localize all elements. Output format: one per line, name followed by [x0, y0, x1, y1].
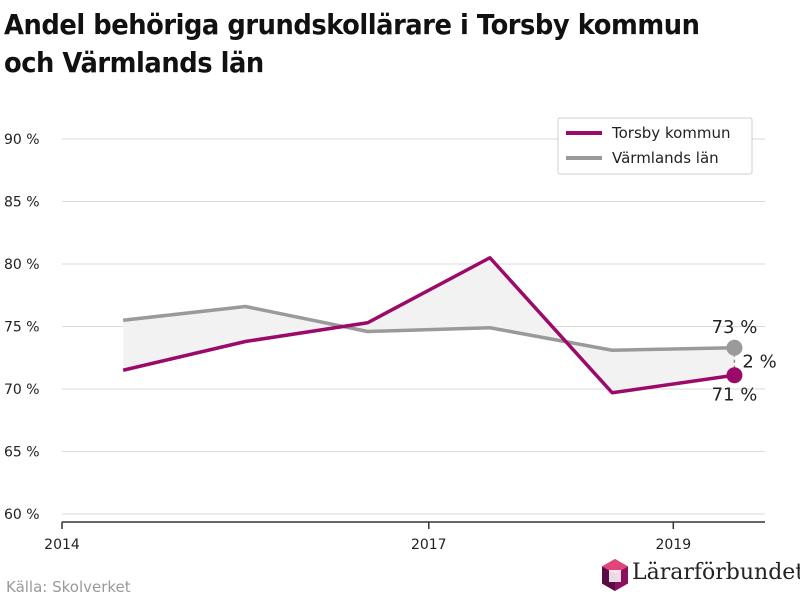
logo-icon [602, 559, 628, 591]
series-line-torsby [122, 256, 735, 395]
end-point-varmland [726, 339, 743, 356]
x-tick-label: 2014 [44, 537, 80, 553]
difference-band [123, 257, 735, 393]
source-note: Källa: Skolverket [6, 578, 131, 596]
y-tick-label: 80 % [4, 257, 40, 273]
end-label-varmland: 73 % [712, 317, 758, 338]
y-tick-label: 85 % [4, 195, 40, 211]
y-tick-label: 70 % [4, 382, 40, 398]
legend-box [557, 117, 753, 175]
x-axis: 2014 2017 2019 [44, 521, 765, 553]
end-markers: 73 % 71 % 2 % [712, 317, 777, 406]
end-point-torsby [726, 367, 743, 384]
end-label-torsby: 71 % [712, 384, 758, 405]
difference-label: 2 % [742, 352, 776, 373]
y-tick-label: 65 % [4, 445, 40, 461]
logo-text: Lärarförbundet [632, 560, 800, 585]
legend-label-torsby: Torsby kommun [611, 124, 731, 142]
y-axis-labels: 60 % 65 % 70 % 75 % 80 % 85 % 90 % [4, 132, 40, 523]
series-line-varmland [122, 304, 735, 352]
brand-logo: Lärarförbundet [600, 556, 800, 594]
y-tick-label: 90 % [4, 132, 40, 148]
difference-band-area [123, 257, 735, 393]
y-tick-label: 60 % [4, 507, 40, 523]
x-tick-label: 2017 [411, 537, 447, 553]
chart-title: Andel behöriga grundskollärare i Torsby … [4, 8, 700, 79]
y-tick-label: 75 % [4, 320, 40, 336]
x-tick-label: 2019 [655, 537, 691, 553]
legend-label-varmland: Värmlands län [612, 149, 719, 167]
legend: Torsby kommun Värmlands län [557, 117, 753, 175]
series-lines [122, 256, 735, 395]
